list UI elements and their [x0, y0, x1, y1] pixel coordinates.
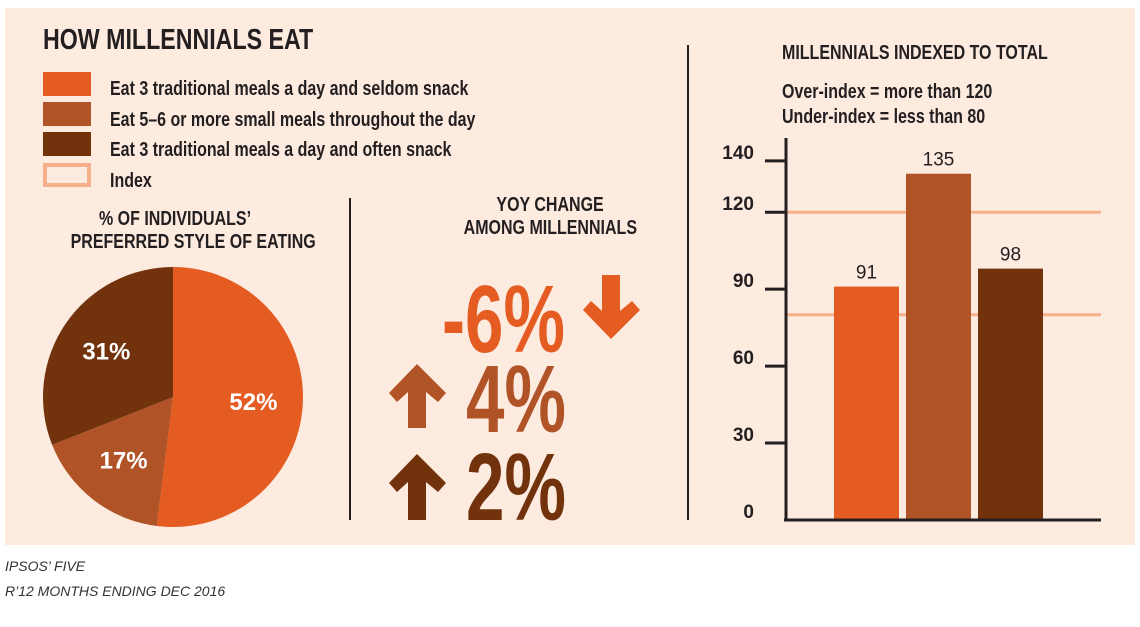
footer-line1: IPSOS’ FIVE — [5, 558, 86, 574]
yoy-value-often: 2% — [466, 440, 605, 536]
bar-chart: 91 135 98 0 30 60 90 120 140 — [722, 138, 1101, 523]
yoy-title-line2: AMONG MILLENNIALS — [463, 217, 637, 239]
legend-label-text: Index — [110, 170, 152, 192]
bar-title-text: MILLENNIALS INDEXED TO TOTAL — [782, 42, 1048, 64]
pie-slice — [42, 267, 174, 445]
yoy-value-small: 4% — [466, 352, 605, 448]
y-tick-label: 30 — [733, 425, 754, 446]
footer-period: R’12 MONTHS ENDING DEC 2016 — [5, 583, 225, 599]
bar-title: MILLENNIALS INDEXED TO TOTAL — [782, 42, 1114, 65]
yoy-value-text: -6% — [442, 266, 565, 373]
y-tick-label: 60 — [733, 348, 754, 369]
y-tick-label: 0 — [743, 502, 754, 523]
yoy-value-seldom: -6% — [442, 272, 613, 368]
pie-slice-label: 17% — [100, 448, 148, 475]
legend-label-text: Eat 3 traditional meals a day and often … — [110, 139, 452, 161]
pie-title-line2: PREFERRED STYLE OF EATING — [70, 231, 316, 253]
bar-note: Over-index = more than 120 — [782, 81, 1045, 104]
arrow-up-icon — [389, 364, 446, 428]
legend-swatch-index — [43, 163, 91, 187]
legend-label-text: Eat 3 traditional meals a day and seldom… — [110, 78, 469, 100]
yoy-title-line1: YOY CHANGE — [496, 194, 604, 216]
footer-line2: R’12 MONTHS ENDING DEC 2016 — [5, 583, 226, 599]
bar-value-label: 91 — [856, 263, 877, 284]
yoy-value-text: 4% — [466, 346, 566, 453]
legend-label: Eat 5–6 or more small meals throughout t… — [110, 109, 567, 132]
legend-label: Eat 3 traditional meals a day and often … — [110, 139, 537, 162]
divider — [349, 198, 351, 520]
bar — [834, 286, 899, 520]
y-tick-label: 140 — [722, 143, 754, 164]
arrow-down-icon — [583, 275, 640, 339]
pie-slice-label: 52% — [229, 389, 277, 416]
bar-note-line1: Over-index = more than 120 — [782, 81, 993, 103]
legend-label-text: Eat 5–6 or more small meals throughout t… — [110, 109, 476, 131]
bar — [906, 173, 971, 520]
legend-swatch-often — [43, 132, 91, 156]
pie-slice — [156, 267, 303, 527]
pie-slice — [52, 397, 173, 526]
bar — [978, 268, 1043, 520]
pie-title-line1: % OF INDIVIDUALS’ — [98, 208, 251, 230]
page-title: HOW MILLENNIALS EAT — [43, 24, 381, 57]
y-tick-label: 120 — [722, 194, 754, 215]
bar-note-line2: Under-index = less than 80 — [782, 106, 986, 128]
yoy-value-text: 2% — [466, 434, 566, 541]
bar-value-label: 98 — [1000, 245, 1021, 266]
legend-swatch-small — [43, 102, 91, 126]
legend-swatch-seldom — [43, 72, 91, 96]
legend-label: Eat 3 traditional meals a day and seldom… — [110, 78, 558, 101]
pie-chart: 52% 17% 31% — [42, 267, 303, 527]
pie-title: % OF INDIVIDUALS’ PREFERRED STYLE OF EAT… — [40, 208, 316, 254]
arrow-up-icon — [389, 454, 446, 520]
yoy-title: YOY CHANGE AMONG MILLENNIALS — [420, 194, 680, 240]
legend-label: Index — [110, 170, 162, 193]
divider — [687, 45, 689, 520]
page-title-text: HOW MILLENNIALS EAT — [43, 24, 314, 56]
footer-source: IPSOS’ FIVE — [5, 558, 85, 574]
y-tick-label: 90 — [733, 271, 754, 292]
bar-note: Under-index = less than 80 — [782, 106, 1036, 129]
bar-value-label: 135 — [923, 150, 955, 171]
pie-slice-label: 31% — [82, 339, 130, 366]
